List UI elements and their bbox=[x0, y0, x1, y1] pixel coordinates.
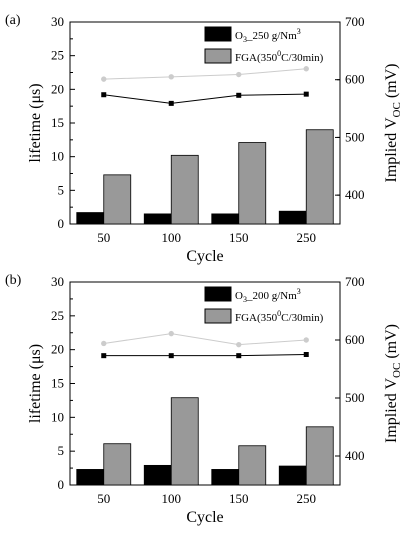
bar bbox=[103, 174, 132, 225]
y-right-axis-title: Implied VOC (mV) bbox=[383, 324, 403, 443]
y-tick-label: 0 bbox=[58, 477, 65, 492]
panel-a: 0 5 10 15 20 25 30 400 500 600 700 50 100 150 250 (a) Cy… bbox=[5, 13, 403, 265]
y-tick-label: 10 bbox=[51, 409, 64, 424]
y-right-tick-label: 600 bbox=[345, 72, 365, 87]
x-tick-label: 100 bbox=[162, 491, 182, 506]
legend-swatch-o3 bbox=[204, 286, 232, 302]
voc-point bbox=[303, 352, 309, 357]
legend-swatch-fga bbox=[204, 48, 232, 64]
bar bbox=[143, 464, 172, 486]
y-tick-label: 25 bbox=[51, 308, 64, 323]
y-tick-label: 20 bbox=[51, 342, 64, 357]
y-axis-title: lifetime (μs) bbox=[27, 83, 44, 162]
bar bbox=[278, 465, 307, 486]
voc-point bbox=[101, 92, 107, 98]
legend-label-o3: O3_250 g/Nm3 bbox=[235, 27, 301, 44]
bar bbox=[76, 212, 105, 225]
y-right-tick-label: 700 bbox=[345, 274, 365, 289]
bar bbox=[170, 154, 199, 225]
legend-label-fga: FGA(3500C/30min) bbox=[235, 309, 324, 324]
x-tick-label: 150 bbox=[229, 491, 249, 506]
x-tick-label: 100 bbox=[162, 230, 182, 245]
bar bbox=[170, 397, 199, 486]
bar bbox=[278, 210, 307, 225]
y-tick-label: 25 bbox=[51, 48, 64, 63]
x-axis-title: Cycle bbox=[186, 248, 223, 265]
voc-line bbox=[103, 333, 307, 346]
voc-line bbox=[103, 93, 307, 104]
voc-line bbox=[103, 354, 307, 357]
voc-line bbox=[103, 68, 307, 80]
x-tick-label: 250 bbox=[297, 230, 317, 245]
bar bbox=[211, 469, 240, 486]
voc-point bbox=[168, 330, 174, 337]
legend-swatch-fga bbox=[204, 308, 232, 324]
y-tick-label: 20 bbox=[51, 81, 64, 96]
voc-point bbox=[168, 100, 174, 106]
voc-point bbox=[236, 341, 242, 348]
y-axis-title: lifetime (μs) bbox=[27, 344, 44, 423]
y-tick-label: 5 bbox=[58, 182, 65, 197]
voc-point bbox=[303, 91, 309, 97]
y-tick-label: 30 bbox=[51, 14, 64, 29]
y-right-tick-label: 400 bbox=[345, 187, 365, 202]
voc-point bbox=[236, 92, 242, 98]
bar bbox=[305, 426, 334, 486]
bar bbox=[143, 213, 172, 225]
y-right-tick-label: 700 bbox=[345, 14, 365, 29]
x-tick-label: 250 bbox=[297, 491, 317, 506]
panel-label: (a) bbox=[5, 13, 21, 28]
y-right-tick-label: 600 bbox=[345, 332, 365, 347]
y-right-tick-label: 400 bbox=[345, 448, 365, 463]
panel-b: 0 5 10 15 20 25 30 400 500 600 700 50 100 150 250 (b) Cy… bbox=[5, 273, 403, 526]
y-tick-label: 15 bbox=[51, 376, 64, 391]
y-tick-label: 10 bbox=[51, 149, 64, 164]
y-tick-label: 30 bbox=[51, 274, 64, 289]
legend-swatch-o3 bbox=[204, 26, 232, 42]
voc-point bbox=[101, 76, 107, 82]
voc-point bbox=[303, 66, 309, 72]
voc-point bbox=[236, 353, 242, 359]
y-right-axis-title: Implied VOC (mV) bbox=[383, 64, 403, 183]
bar bbox=[238, 445, 267, 486]
y-right-tick-label: 500 bbox=[345, 129, 365, 144]
bar bbox=[76, 469, 105, 486]
y-tick-label: 0 bbox=[58, 216, 65, 231]
legend-label-fga: FGA(3500C/30min) bbox=[235, 49, 324, 64]
y-tick-label: 5 bbox=[58, 443, 65, 458]
x-tick-label: 50 bbox=[97, 491, 110, 506]
x-tick-label: 50 bbox=[97, 230, 110, 245]
legend: O3_250 g/Nm3 FGA(3500C/30min) bbox=[204, 26, 324, 64]
bar bbox=[103, 443, 132, 486]
bar bbox=[238, 142, 267, 225]
y-right-tick-label: 500 bbox=[345, 390, 365, 405]
x-axis-title: Cycle bbox=[186, 509, 223, 526]
panel-label: (b) bbox=[5, 273, 22, 288]
voc-point bbox=[168, 74, 174, 80]
legend: O3_200 g/Nm3 FGA(3500C/30min) bbox=[204, 286, 324, 324]
voc-point bbox=[236, 71, 242, 78]
voc-point bbox=[168, 353, 174, 359]
bar bbox=[211, 213, 240, 225]
x-tick-label: 150 bbox=[229, 230, 249, 245]
voc-point bbox=[303, 337, 309, 343]
legend-label-o3: O3_200 g/Nm3 bbox=[235, 287, 301, 304]
bar bbox=[305, 129, 334, 225]
voc-point bbox=[101, 353, 107, 359]
voc-point bbox=[101, 340, 107, 347]
y-tick-label: 15 bbox=[51, 115, 64, 130]
